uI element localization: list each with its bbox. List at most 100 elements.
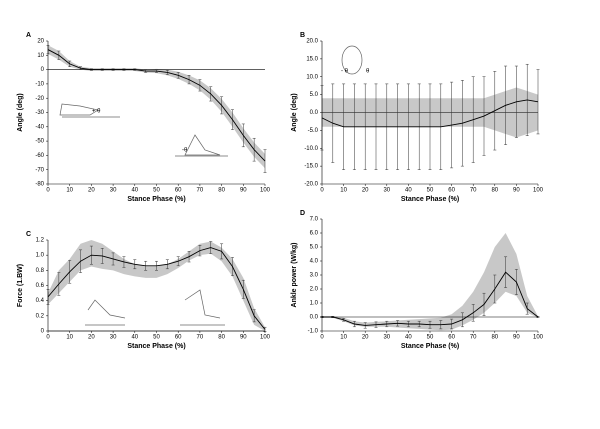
x-tick-label: 80: [491, 335, 498, 341]
y-tick-label: 5.0: [310, 92, 319, 98]
y-tick-label: 20: [37, 39, 44, 45]
x-tick-label: 0: [320, 335, 324, 341]
x-tick-label: 10: [340, 335, 347, 341]
x-tick-label: 0: [46, 335, 50, 341]
x-tick-label: 90: [240, 188, 247, 194]
y-tick-label: 0.6: [36, 283, 45, 289]
y-axis-title: Angle (deg): [291, 93, 298, 132]
x-tick-label: 20: [88, 188, 95, 194]
x-tick-label: 20: [88, 335, 95, 341]
x-tick-label: 20: [362, 335, 369, 341]
x-tick-label: 70: [470, 335, 477, 341]
x-tick-label: 20: [362, 188, 369, 194]
x-tick-label: 90: [513, 335, 520, 341]
panel: 20.0 15.0 10.0 5.0 0.0 -5.0 -10.0 -15.0 -20.00 10…: [291, 32, 544, 203]
y-tick-label: -10: [35, 81, 44, 87]
x-tick-label: 70: [470, 188, 477, 194]
panel: 7.0 6.0 5.0 4.0 3.0 2.0 1.0 0.0 -1.00 10 20 30 40 50 6…: [291, 210, 544, 350]
y-tick-label: 0.0: [310, 315, 319, 321]
y-tick-label: 10: [37, 53, 44, 59]
x-tick-label: 80: [218, 188, 225, 194]
y-tick-label: -20: [35, 96, 44, 102]
band: [48, 45, 265, 169]
x-tick-label: 70: [197, 188, 204, 194]
x-tick-label: 40: [405, 335, 412, 341]
y-tick-label: -40: [35, 124, 44, 130]
x-tick-label: 60: [175, 188, 182, 194]
foot-sketch: [184, 289, 221, 319]
y-tick-label: -5.0: [308, 128, 319, 134]
x-tick-label: 10: [340, 188, 347, 194]
x-tick-label: 40: [131, 335, 138, 341]
y-tick-label: 0.0: [310, 110, 319, 116]
x-tick-label: 10: [66, 335, 73, 341]
y-tick-label: 2.0: [310, 287, 319, 293]
foot-sketch: [341, 45, 363, 75]
y-axis-title: Ankle power (W/kg): [291, 243, 298, 308]
y-tick-label: 1.0: [310, 301, 319, 307]
x-tick-label: 0: [320, 188, 324, 194]
x-tick-label: 40: [131, 188, 138, 194]
y-tick-label: 3.0: [310, 273, 319, 279]
y-tick-label: -15.0: [304, 164, 318, 170]
y-tick-label: -1.0: [308, 329, 319, 335]
annotation: - θ: [341, 69, 349, 75]
x-tick-label: 40: [405, 188, 412, 194]
x-tick-label: 100: [260, 188, 271, 194]
panel-label: A: [26, 32, 31, 39]
x-tick-label: 80: [491, 188, 498, 194]
line: [47, 49, 266, 162]
y-tick-label: -30: [35, 110, 44, 116]
x-tick-label: 10: [66, 188, 73, 194]
x-tick-label: 30: [110, 188, 117, 194]
x-tick-label: 50: [427, 188, 434, 194]
x-axis-title: Stance Phase (%): [401, 343, 459, 350]
line: [321, 99, 539, 128]
panel-label: D: [300, 210, 305, 217]
x-tick-label: 90: [513, 188, 520, 194]
y-axis-title: Angle (deg): [17, 93, 24, 132]
x-tick-label: 100: [533, 335, 544, 341]
x-tick-label: 60: [175, 335, 182, 341]
y-tick-label: -70: [35, 167, 44, 173]
y-tick-label: -20.0: [304, 182, 318, 188]
y-tick-label: -60: [35, 153, 44, 159]
y-tick-label: 0: [41, 67, 45, 73]
foot-sketch: [87, 299, 126, 319]
x-tick-label: 90: [240, 335, 247, 341]
panel-label: B: [300, 32, 305, 39]
x-tick-label: 80: [218, 335, 225, 341]
x-tick-label: 60: [448, 188, 455, 194]
annotation: θ: [366, 69, 370, 75]
y-axis-title: Force (1.BW): [17, 264, 24, 307]
y-tick-label: 6.0: [310, 231, 319, 237]
y-tick-label: 20.0: [306, 39, 318, 45]
x-tick-label: 30: [383, 335, 390, 341]
y-tick-label: -10.0: [304, 146, 318, 152]
y-tick-label: 0.4: [36, 298, 45, 304]
y-tick-label: 4.0: [310, 259, 319, 265]
x-tick-label: 30: [110, 335, 117, 341]
panel-label: C: [26, 231, 31, 238]
y-tick-label: -80: [35, 182, 44, 188]
line: [322, 271, 539, 326]
x-tick-label: 60: [448, 335, 455, 341]
x-tick-label: 50: [153, 188, 160, 194]
line: [47, 247, 266, 330]
y-tick-label: 10.0: [306, 74, 318, 80]
x-axis-title: Stance Phase (%): [127, 196, 185, 203]
x-tick-label: 0: [46, 188, 50, 194]
y-tick-label: -50: [35, 139, 44, 145]
annotation: + θ: [92, 109, 101, 115]
x-tick-label: 70: [197, 335, 204, 341]
annotation: -θ: [182, 148, 188, 154]
x-axis-title: Stance Phase (%): [127, 343, 185, 350]
y-tick-label: 5.0: [310, 245, 319, 251]
foot-sketch: [184, 134, 221, 156]
x-tick-label: 50: [153, 335, 160, 341]
y-tick-label: 1.2: [36, 238, 45, 244]
x-tick-label: 100: [533, 188, 544, 194]
